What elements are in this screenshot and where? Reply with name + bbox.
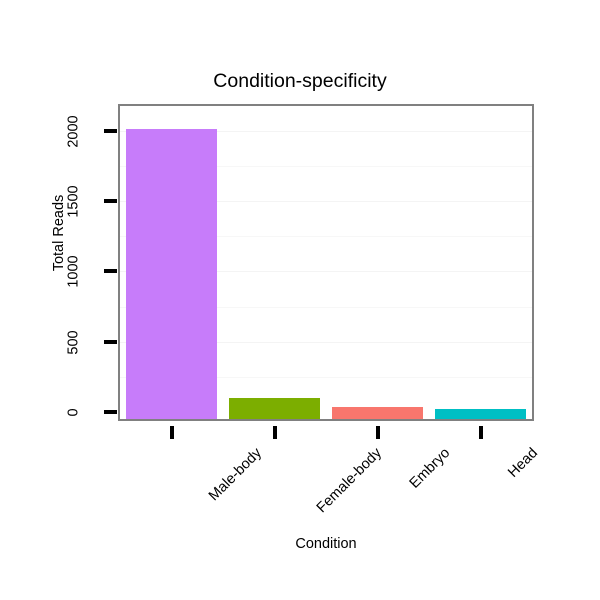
x-tick-label: Female-body [313, 445, 385, 517]
gridline [120, 376, 532, 378]
gridline [120, 306, 532, 308]
y-tick-mark [104, 339, 117, 344]
bar-head[interactable] [435, 409, 526, 419]
gridline [120, 130, 532, 132]
x-axis-title: Condition [295, 536, 357, 552]
gridline [120, 165, 532, 167]
gridline [120, 271, 532, 273]
y-tick-mark [104, 199, 117, 204]
chart-title: Condition-specificity [213, 70, 387, 92]
bar-embryo[interactable] [332, 407, 423, 419]
bar-female-body[interactable] [229, 398, 320, 419]
x-tick-mark [375, 426, 380, 439]
plot-panel [118, 104, 534, 421]
x-tick-label: Male-body [205, 445, 265, 505]
y-tick-label: 2000 [65, 115, 82, 148]
x-tick-label: Head [504, 445, 541, 481]
x-tick-mark [169, 426, 174, 439]
y-tick-label: 1500 [65, 185, 82, 218]
x-tick-mark [272, 426, 277, 439]
plot-area [120, 106, 532, 419]
bar-male-body[interactable] [126, 129, 217, 419]
y-tick-label: 1000 [65, 255, 82, 289]
x-tick-mark [478, 426, 483, 439]
y-tick-mark [104, 128, 117, 133]
y-tick-mark [104, 269, 117, 274]
y-tick-label: 500 [65, 330, 82, 355]
gridline [120, 201, 532, 203]
gridline [120, 341, 532, 343]
y-tick-mark [104, 410, 117, 414]
y-tick-label: 0 [65, 408, 82, 417]
gridline [120, 236, 532, 238]
x-tick-label: Embryo [406, 445, 453, 492]
